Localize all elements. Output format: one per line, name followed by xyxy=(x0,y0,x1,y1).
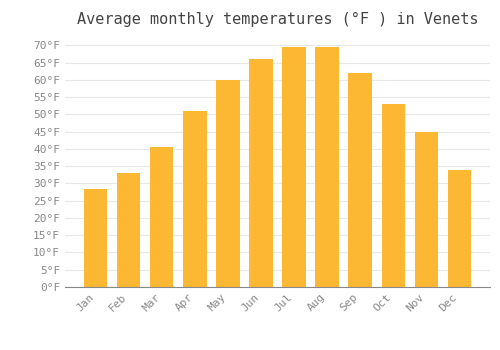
Bar xyxy=(150,147,174,287)
Bar xyxy=(250,59,272,287)
Bar xyxy=(184,111,206,287)
Bar xyxy=(448,170,470,287)
Bar xyxy=(316,47,338,287)
Bar xyxy=(84,189,108,287)
Bar xyxy=(348,73,372,287)
Bar xyxy=(118,173,141,287)
Bar xyxy=(216,80,240,287)
Bar xyxy=(282,47,306,287)
Title: Average monthly temperatures (°F ) in Venets: Average monthly temperatures (°F ) in Ve… xyxy=(77,12,478,27)
Bar xyxy=(414,132,438,287)
Bar xyxy=(382,104,404,287)
